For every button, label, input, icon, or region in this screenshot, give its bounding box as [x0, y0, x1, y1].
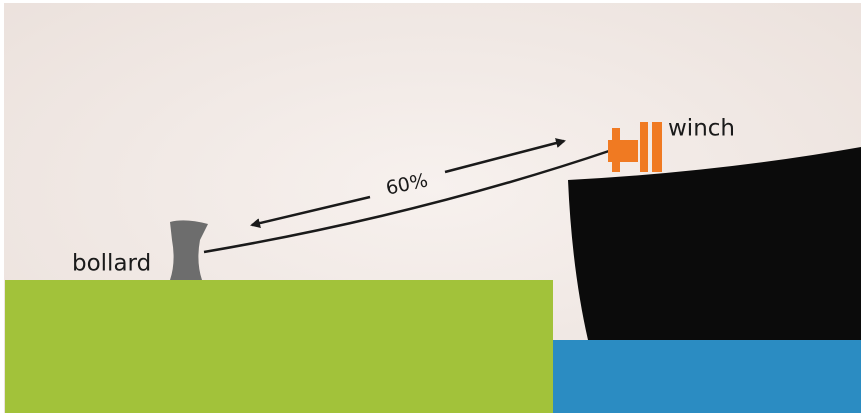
quay — [5, 280, 553, 413]
bollard-icon — [170, 220, 208, 280]
water — [553, 340, 861, 413]
arrow-left — [250, 195, 371, 229]
ship-hull — [568, 147, 861, 340]
winch-icon — [608, 122, 662, 172]
arrow-right — [444, 138, 566, 174]
rope — [203, 148, 613, 254]
bollard-label: bollard — [72, 251, 151, 277]
winch-label: winch — [668, 116, 735, 142]
